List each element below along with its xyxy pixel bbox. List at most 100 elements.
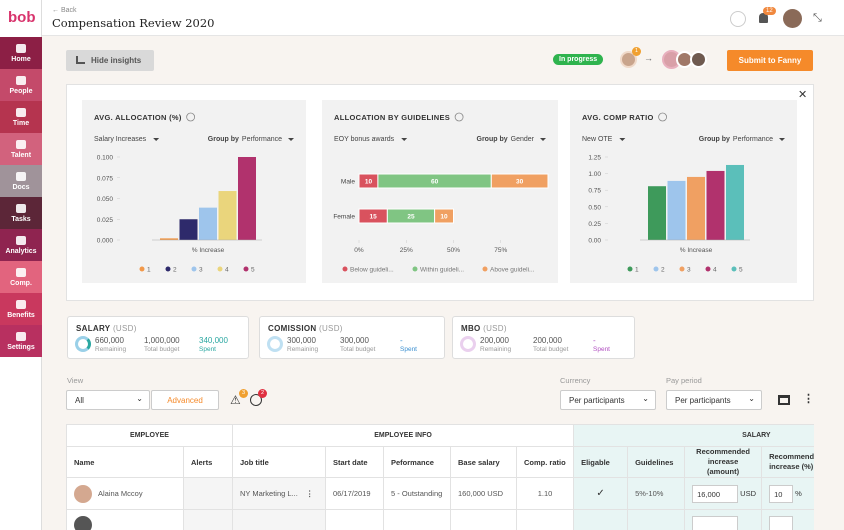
user-avatar[interactable] — [783, 9, 802, 28]
legend-label: Above guideli... — [490, 267, 535, 274]
remaining-label: Remaining — [287, 346, 319, 353]
y-tick-label: 0.75 — [588, 188, 601, 195]
bar — [218, 191, 237, 240]
pay-period-select[interactable]: Per participants ⌄ — [666, 390, 762, 410]
nav-item[interactable]: Tasks — [0, 197, 42, 229]
nav-item[interactable]: Comp. — [0, 261, 42, 293]
legend-swatch — [679, 266, 685, 272]
warning-icon[interactable]: ⚠ — [230, 393, 241, 407]
pay-period-label: Pay period — [666, 376, 702, 385]
cell: 5%-10% — [627, 477, 686, 510]
nav-item[interactable]: Time — [0, 101, 42, 133]
legend-label: Below guideli... — [350, 267, 394, 274]
search-button[interactable] — [730, 11, 746, 27]
filter-select[interactable]: Salary Increases — [94, 136, 147, 143]
chart: ALLOCATION BY GUIDELINES EOY bonus awards… — [322, 100, 558, 283]
percent-input[interactable]: 10 — [769, 484, 794, 503]
close-button[interactable]: ✕ — [798, 89, 808, 101]
arrow: → — [644, 53, 653, 63]
hide-insights-button[interactable]: Hide insights — [66, 50, 154, 71]
column-header: Job title — [232, 446, 326, 478]
nav-label: Analytics — [5, 248, 37, 255]
columns-icon[interactable] — [778, 395, 790, 405]
column-header: Start date — [325, 446, 384, 478]
card-title-text: MBO — [461, 324, 481, 333]
employee-table: EMPLOYEE EMPLOYEE INFO SALARY Name Alert… — [66, 424, 814, 530]
nav-item[interactable]: Talent — [0, 133, 42, 165]
x-tick-label: 50% — [447, 247, 460, 254]
group-by[interactable]: Group by Performance — [208, 136, 282, 143]
nav-item[interactable]: Docs — [0, 165, 42, 197]
currency-label: Currency — [560, 376, 591, 385]
back-text: Back — [60, 7, 77, 14]
group-by[interactable]: Group by Performance — [699, 136, 773, 143]
chart: AVG. ALLOCATION (%) Salary Increases Group… — [82, 100, 306, 283]
header — [42, 0, 844, 36]
legend-swatch — [705, 266, 711, 272]
caret — [401, 138, 408, 141]
amount-input[interactable] — [692, 516, 739, 530]
group-by[interactable]: Group by Gender — [477, 136, 535, 143]
caret: ⌄ — [748, 394, 755, 403]
total-label: Total budget — [340, 346, 376, 353]
status-pill: In progress — [553, 54, 604, 65]
nav-item[interactable]: Settings — [0, 325, 42, 357]
chart-title: AVG. COMP RATIO — [582, 113, 654, 122]
filter-select[interactable]: EOY bonus awards — [334, 136, 395, 143]
caret — [153, 138, 160, 141]
currency-select[interactable]: Per participants ⌄ — [560, 390, 656, 410]
column-header: Comp. ratio — [515, 446, 575, 478]
submit-button[interactable]: Submit to Fanny — [727, 50, 813, 71]
info-icon — [454, 112, 464, 122]
cell-menu[interactable]: ⋮ — [305, 489, 314, 498]
bell-icon[interactable] — [759, 13, 768, 23]
cell — [183, 509, 233, 530]
group-header: SALARY — [573, 424, 814, 447]
y-tick-label: Female — [333, 214, 355, 221]
nav-item[interactable]: Benefits — [0, 293, 42, 325]
advanced-button[interactable]: Advanced — [151, 390, 219, 410]
cell — [383, 509, 451, 530]
error-icon[interactable] — [250, 394, 262, 406]
nav-item[interactable]: Analytics — [0, 229, 42, 261]
logo[interactable]: bob — [8, 9, 36, 26]
table-container: EMPLOYEE EMPLOYEE INFO SALARY Name Alert… — [66, 424, 814, 530]
chart-icon — [76, 56, 85, 64]
collapse-icon[interactable]: ⤡ — [813, 12, 822, 24]
more-icon[interactable]: ⋮ — [803, 393, 814, 405]
approver-badge: 1 — [632, 47, 641, 56]
bar — [199, 207, 217, 240]
legend-label: 2 — [661, 267, 665, 274]
card-unit: (USD) — [112, 324, 137, 333]
x-axis-label: % Increase — [680, 247, 713, 254]
legend-swatch — [653, 266, 659, 272]
employee-name[interactable]: Alaina Mccoy — [98, 488, 143, 498]
y-tick-label: Male — [341, 179, 355, 186]
column-header: Recommended increase (%) — [761, 446, 814, 478]
back-link[interactable]: ← Back — [52, 7, 77, 14]
bar — [238, 157, 256, 240]
x-tick-label: 75% — [494, 247, 507, 254]
percent-input[interactable] — [769, 516, 794, 530]
nav-item[interactable]: People — [0, 69, 42, 101]
filter-select[interactable]: New OTE — [582, 136, 613, 143]
legend-label: 5 — [251, 267, 255, 274]
data-label: 10 — [365, 179, 373, 186]
data-label: 15 — [370, 214, 378, 221]
view-select[interactable]: All ⌄ — [66, 390, 150, 410]
y-tick-label: 0.00 — [588, 238, 601, 245]
remaining-value: 200,000 — [480, 336, 509, 345]
eligible-check: ✓ — [573, 477, 629, 510]
y-tick-label: 0.25 — [588, 221, 601, 228]
chart-title: ALLOCATION BY GUIDELINES — [334, 113, 450, 122]
legend-label: Within guideli... — [420, 267, 464, 274]
caret — [619, 138, 626, 141]
bar — [179, 219, 198, 240]
spent-value: - — [400, 336, 403, 345]
nav-item[interactable]: Home — [0, 37, 42, 69]
amount-input[interactable]: 16,000 — [692, 484, 739, 503]
nav-label: Benefits — [7, 312, 35, 319]
group-by-label: Group by — [477, 136, 508, 143]
column-header: Name — [66, 446, 184, 478]
caret: ⌄ — [642, 394, 649, 403]
